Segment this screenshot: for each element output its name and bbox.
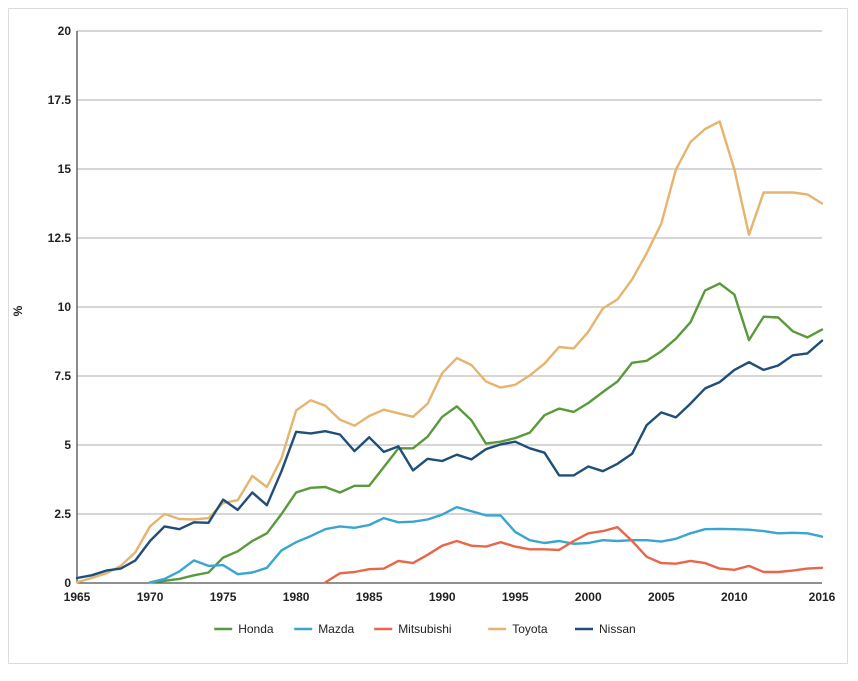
y-tick-label: 10 (58, 300, 72, 314)
x-tick-label: 1975 (210, 590, 237, 604)
x-tick-label: 2016 (809, 590, 836, 604)
y-tick-label: 20 (58, 24, 72, 38)
y-tick-label: 17.5 (48, 93, 72, 107)
series-line-honda (148, 282, 824, 584)
x-tick-label: 2010 (721, 590, 748, 604)
series-line-mitsubishi (324, 526, 824, 584)
series-lines (75, 120, 824, 584)
legend: Honda Mazda Mitsubishi Toyota Nissan (214, 622, 636, 636)
legend-label-toyota: Toyota (512, 622, 548, 636)
y-tick-label: 7.5 (54, 369, 71, 383)
x-tick-label: 1970 (137, 590, 164, 604)
legend-label-mitsubishi: Mitsubishi (398, 622, 451, 636)
y-axis-label: % (11, 305, 25, 316)
series-line-nissan (75, 339, 824, 580)
legend-label-mazda: Mazda (318, 622, 354, 636)
y-tick-labels: 0 2.5 5 7.5 10 12.5 15 17.5 20 (48, 24, 72, 590)
y-tick-label: 5 (64, 438, 71, 452)
x-tick-label: 1995 (502, 590, 529, 604)
x-tick-label: 1985 (356, 590, 383, 604)
legend-label-nissan: Nissan (599, 622, 636, 636)
y-tick-label: 0 (64, 576, 71, 590)
y-tick-label: 2.5 (54, 507, 71, 521)
series-line-mazda (148, 505, 824, 584)
x-tick-label: 1990 (429, 590, 456, 604)
gridlines (77, 30, 822, 515)
legend-label-honda: Honda (238, 622, 274, 636)
x-tick-label: 2005 (648, 590, 675, 604)
y-tick-label: 12.5 (48, 231, 72, 245)
x-tick-label: 1980 (283, 590, 310, 604)
x-tick-label: 1965 (64, 590, 91, 604)
y-tick-label: 15 (58, 162, 72, 176)
chart-frame: 0 2.5 5 7.5 10 12.5 15 17.5 20 1965 1970 1975 1980 1… (8, 8, 848, 664)
axes (76, 31, 822, 584)
x-tick-labels: 1965 1970 1975 1980 1985 1990 1995 2000 2005 2010… (64, 590, 836, 604)
x-tick-label: 2000 (575, 590, 602, 604)
series-line-toyota (75, 120, 824, 584)
